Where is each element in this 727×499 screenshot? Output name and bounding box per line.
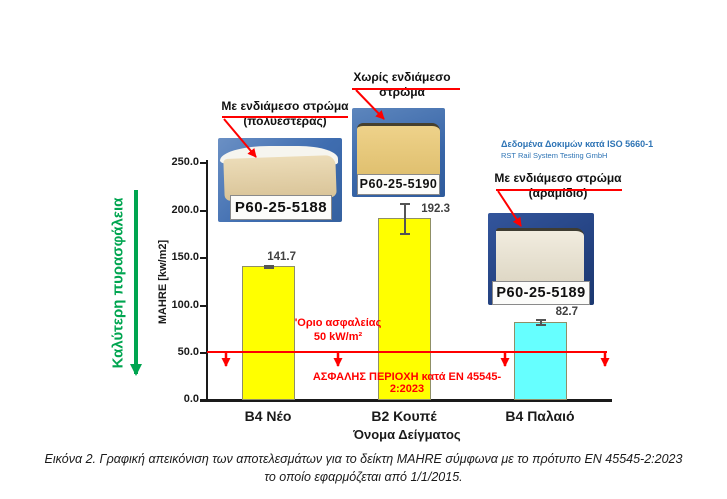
test-standard-label: Δεδομένα Δοκιμών κατά ISO 5660-1 <box>501 139 654 149</box>
x-category-label: B2 Κουπέ <box>371 408 437 424</box>
y-tick <box>200 305 206 307</box>
sample-id-tag: P60-25-5188 <box>230 195 332 220</box>
sample-foam-body <box>357 123 440 177</box>
sample-id-tag: P60-25-5189 <box>492 281 590 305</box>
y-tick <box>200 257 206 259</box>
error-bar <box>535 318 546 327</box>
bar-b2-coupe <box>378 202 431 400</box>
safety-limit-text: 'Οριο ασφαλείας <box>294 317 382 329</box>
callout-line: Με ενδιάμεσο στρώμα <box>221 99 349 113</box>
sample-id-tag: P60-25-5190 <box>357 174 440 195</box>
bar-value-label: 141.7 <box>267 251 296 263</box>
callout-aramid: Με ενδιάμεσο στρώμα (αραμίδιο) <box>488 171 628 201</box>
y-tick-label: 50.0 <box>177 346 199 358</box>
y-tick-label: 150.0 <box>171 251 199 263</box>
caption-line-1: Εικόνα 2. Γραφική απεικόνιση των αποτελε… <box>44 452 683 466</box>
y-axis-line <box>206 160 208 401</box>
safety-limit-label: 'Οριο ασφαλείας 50 kW/m² <box>286 316 390 344</box>
y-tick <box>200 210 206 212</box>
callout-underline <box>352 88 460 90</box>
y-tick <box>200 162 206 164</box>
callout-underline <box>222 116 348 118</box>
y-tick <box>200 352 206 354</box>
error-bar <box>399 202 410 236</box>
safe-region-label: ΑΣΦΑΛΗΣ ΠΕΡΙΟΧΗ κατά EN 45545-2:2023 <box>312 371 502 395</box>
sample-photo-no-layer: P60-25-5190 <box>352 108 445 197</box>
bar-value-label: 192.3 <box>421 203 450 215</box>
y-tick-label: 250.0 <box>171 156 199 168</box>
callout-polyester: Με ενδιάμεσο στρώμα (πολυεστέρας) <box>210 99 360 129</box>
x-axis-title: Όνομα Δείγματος <box>353 427 461 442</box>
safety-limit-line <box>207 351 607 353</box>
callout-line: Με ενδιάμεσο στρώμα <box>494 171 622 185</box>
y-tick-label: 0.0 <box>183 393 199 405</box>
bar-value-label: 82.7 <box>555 306 578 318</box>
sample-foam-body <box>496 228 584 288</box>
caption-line-2: το οποίο εφαρμόζεται από 1/1/2015. <box>264 470 463 484</box>
sample-photo-polyester: P60-25-5188 <box>218 138 342 222</box>
y-axis-title: MAHRE [kw/m2] <box>157 239 169 325</box>
y-tick-label: 200.0 <box>171 204 199 216</box>
bar-b4-old <box>514 318 567 400</box>
sample-photo-aramid: P60-25-5189 <box>488 213 594 305</box>
x-axis-line <box>200 399 612 402</box>
callout-line: Χωρίς ενδιάμεσο <box>353 70 451 84</box>
error-bar <box>263 264 274 269</box>
x-category-label: B4 Νέο <box>244 408 292 424</box>
bar-b4-new <box>242 264 295 400</box>
test-lab-label: RST Rail System Testing GmbH <box>501 151 608 160</box>
x-category-label: B4 Παλαιό <box>505 408 575 424</box>
callout-no-layer: Χωρίς ενδιάμεσο στρώμα <box>340 70 464 100</box>
callout-underline <box>496 189 622 191</box>
figure-caption: Εικόνα 2. Γραφική απεικόνιση των αποτελε… <box>0 450 727 486</box>
better-fire-safety-label: Καλύτερη πυρασφάλεια <box>109 197 127 369</box>
safety-limit-value: 50 kW/m² <box>313 331 363 343</box>
y-tick-label: 100.0 <box>171 299 199 311</box>
